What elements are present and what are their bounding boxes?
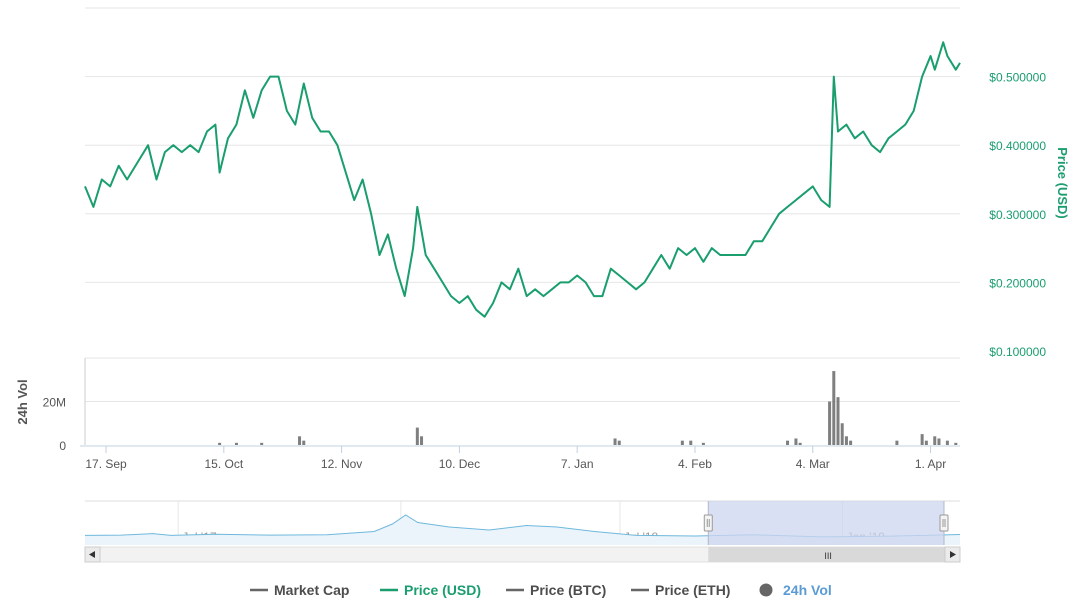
- grid-layer: $0.500000 $0.400000 $0.300000 $0.200000 $0.1…: [43, 7, 1046, 471]
- volume-bar: [701, 442, 705, 445]
- navigator-scrollbar-thumb[interactable]: [708, 547, 948, 562]
- price-tick-label: $0.400000: [989, 139, 1046, 153]
- x-tick-label: 1. Apr: [915, 457, 946, 471]
- x-tick-label: 7. Jan: [561, 457, 594, 471]
- legend-label: Price (ETH): [655, 582, 730, 598]
- volume-bar: [895, 440, 899, 445]
- legend-item-price-btc[interactable]: Price (BTC): [506, 582, 606, 598]
- price-tick-label: $0.200000: [989, 276, 1046, 290]
- navigator[interactable]: Jul '17Jan '18Jul '18Jan '19III: [84, 500, 961, 563]
- x-tick-label: 15. Oct: [204, 457, 243, 471]
- volume-bar: [302, 440, 306, 445]
- price-tick-label: $0.100000: [989, 345, 1046, 359]
- volume-bar: [689, 440, 693, 445]
- volume-bar: [218, 442, 222, 445]
- legend-item-24h-vol[interactable]: 24h Vol: [759, 582, 832, 598]
- volume-bar: [415, 427, 419, 445]
- legend-label: Price (BTC): [530, 582, 606, 598]
- volume-bar: [828, 401, 832, 445]
- legend-item-price-eth[interactable]: Price (ETH): [631, 582, 730, 598]
- scroll-right-arrow-icon: [950, 551, 956, 558]
- volume-bar: [234, 442, 238, 445]
- volume-bar: [680, 440, 684, 445]
- volume-bar: [849, 440, 853, 445]
- volume-bar: [924, 440, 928, 445]
- x-tick-label: 17. Sep: [85, 457, 127, 471]
- volume-bar: [786, 440, 790, 445]
- volume-bar: [937, 438, 941, 445]
- volume-bar: [844, 436, 848, 445]
- volume-tick-label: 20M: [43, 396, 66, 410]
- volume-bar: [613, 438, 617, 445]
- volume-tick-label: 0: [59, 439, 66, 453]
- volume-bar: [840, 423, 844, 445]
- x-tick-label: 10. Dec: [439, 457, 480, 471]
- scroll-left-arrow-icon: [89, 551, 95, 558]
- volume-bar: [920, 434, 924, 445]
- x-tick-label: 4. Mar: [796, 457, 830, 471]
- volume-bar: [798, 442, 802, 445]
- legend-symbol-circle: [759, 583, 773, 597]
- legend-item-market-cap[interactable]: Market Cap: [250, 582, 349, 598]
- volume-bar: [832, 371, 836, 445]
- volume-bar: [954, 442, 958, 445]
- legend-label: Market Cap: [274, 582, 349, 598]
- volume-bar: [298, 436, 302, 445]
- legend-label: 24h Vol: [783, 582, 832, 598]
- volume-bar: [933, 436, 937, 445]
- navigator-scrollbar-grip: III: [824, 551, 832, 561]
- volume-bar: [794, 438, 798, 445]
- volume-bar: [836, 397, 840, 445]
- navigator-selected-range[interactable]: [708, 501, 944, 545]
- price-tick-label: $0.500000: [989, 71, 1046, 85]
- legend-item-price-usd[interactable]: Price (USD): [380, 582, 481, 598]
- volume-bar: [945, 440, 949, 445]
- volume-series: [218, 371, 958, 445]
- navigator-handle-left[interactable]: [703, 514, 713, 532]
- volume-bar: [420, 436, 424, 445]
- axes: Price (USD) 24h Vol: [15, 147, 1070, 424]
- x-tick-label: 4. Feb: [678, 457, 712, 471]
- price-axis-title: Price (USD): [1055, 147, 1070, 219]
- price-series: [84, 41, 961, 318]
- volume-axis-title: 24h Vol: [15, 379, 30, 424]
- price-line: [84, 41, 961, 318]
- navigator-handle-right[interactable]: [939, 514, 949, 532]
- volume-bar: [617, 440, 621, 445]
- price-tick-label: $0.300000: [989, 208, 1046, 222]
- x-tick-label: 12. Nov: [321, 457, 362, 471]
- volume-bar: [260, 442, 264, 445]
- legend: Market Cap Price (USD) Price (BTC) Price (E…: [250, 582, 832, 598]
- legend-label: Price (USD): [404, 582, 481, 598]
